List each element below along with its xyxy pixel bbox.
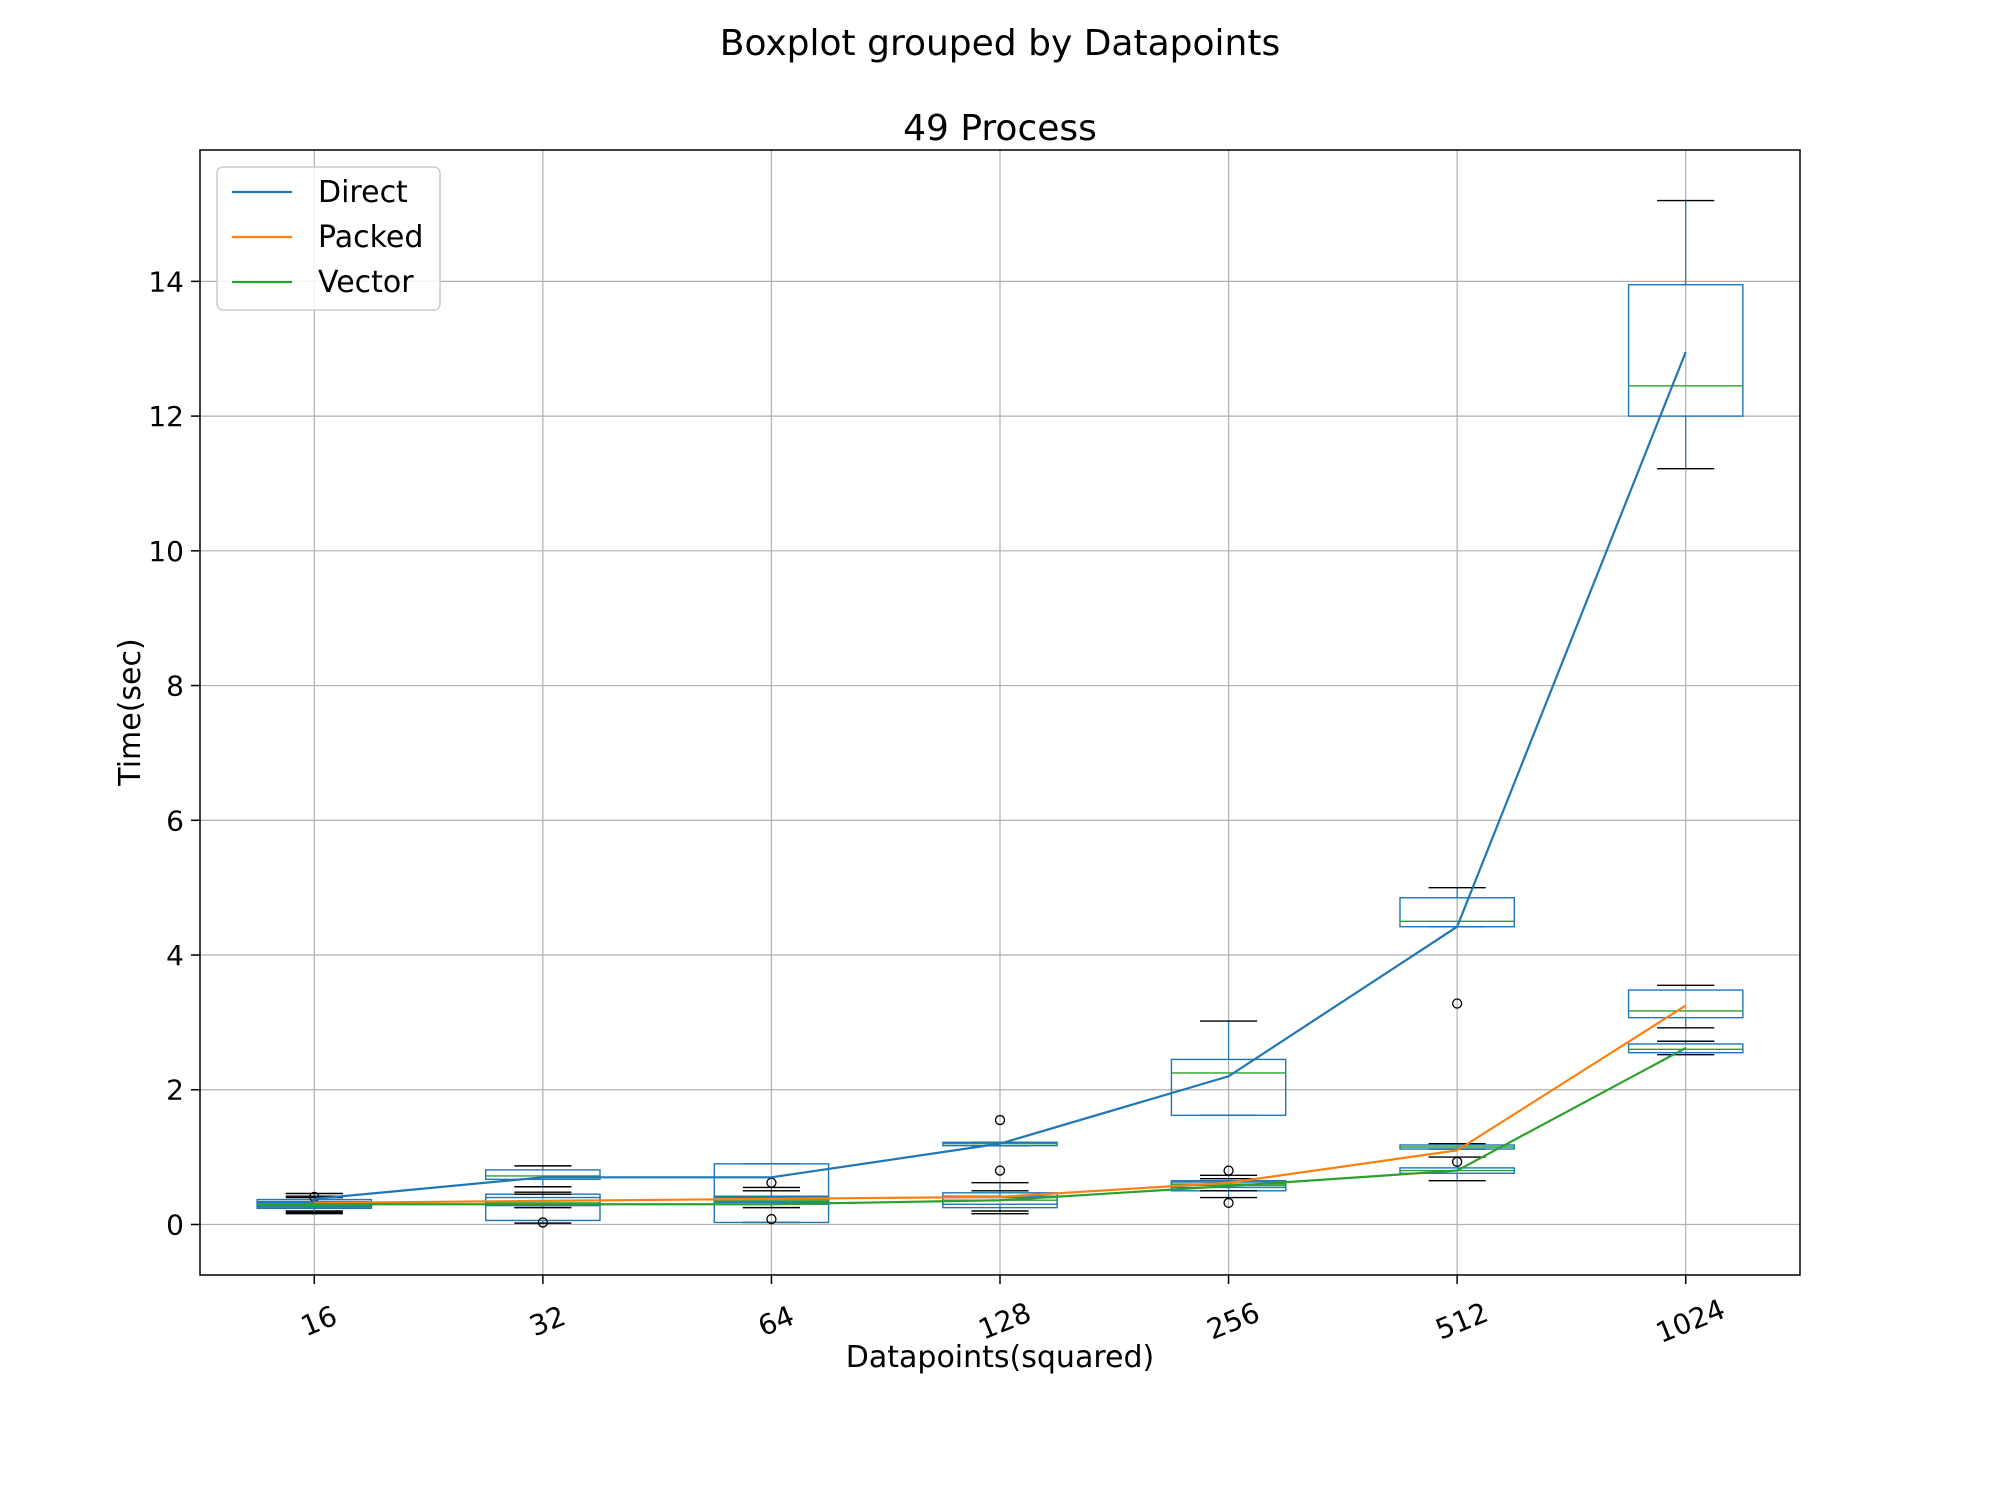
series-line-direct <box>314 351 1687 1200</box>
box-vector <box>1627 1040 1744 1056</box>
box-direct <box>1627 199 1744 470</box>
outlier-point <box>537 1217 549 1228</box>
outlier-point <box>994 1114 1006 1126</box>
x-axis-ticks: 16 32 64 128 256 512 1024 <box>296 1275 1730 1350</box>
x-tick-label: 128 <box>974 1296 1036 1347</box>
y-tick-label: 14 <box>148 265 184 298</box>
legend: Direct Packed Vector <box>216 166 441 311</box>
box-iqr <box>1627 284 1744 417</box>
outlier-point <box>1223 1165 1234 1176</box>
x-tick-label: 32 <box>525 1299 570 1343</box>
x-tick-label: 16 <box>296 1299 341 1343</box>
legend-label-direct: Direct <box>318 175 408 210</box>
axes-title: 49 Process <box>903 108 1097 149</box>
box-iqr <box>1627 1043 1744 1054</box>
x-tick-label: 512 <box>1431 1296 1493 1347</box>
x-tick-label: 64 <box>753 1299 798 1343</box>
grid-lines <box>200 150 1800 1275</box>
legend-label-packed: Packed <box>318 220 423 255</box>
y-tick-label: 12 <box>148 400 184 433</box>
legend-label-vector: Vector <box>318 265 414 300</box>
box-iqr <box>1627 989 1744 1019</box>
outlier-point <box>1451 998 1463 1009</box>
y-axis-label: Time(sec) <box>113 638 148 786</box>
legend-box <box>216 166 441 311</box>
y-tick-label: 0 <box>166 1208 184 1241</box>
x-axis-label: Datapoints(squared) <box>846 1340 1154 1375</box>
outlier-point <box>1223 1197 1234 1209</box>
box-packed <box>1399 1142 1515 1150</box>
series-line-vector <box>314 1047 1687 1206</box>
y-axis-ticks: 0 2 4 6 8 10 12 14 <box>148 265 200 1241</box>
outlier-point <box>1451 1156 1463 1167</box>
box-iqr <box>485 1169 601 1181</box>
box-direct <box>1170 1020 1287 1117</box>
y-tick-label: 4 <box>166 939 184 972</box>
box-direct <box>942 1114 1058 1176</box>
box-direct <box>485 1165 601 1188</box>
x-tick-label: 1024 <box>1651 1292 1729 1349</box>
x-tick-label: 256 <box>1202 1296 1264 1347</box>
box-packed <box>1627 984 1744 1029</box>
series-line-packed <box>314 1004 1687 1205</box>
box-iqr <box>713 1163 830 1224</box>
y-tick-label: 8 <box>166 670 184 703</box>
y-tick-label: 6 <box>166 804 184 837</box>
outlier-point <box>994 1165 1006 1176</box>
y-tick-label: 10 <box>148 535 184 568</box>
outlier-point <box>766 1213 777 1225</box>
figure-suptitle: Boxplot grouped by Datapoints <box>720 23 1280 64</box>
series-lines <box>314 351 1687 1206</box>
y-tick-label: 2 <box>166 1074 184 1107</box>
box-iqr <box>1170 1058 1287 1117</box>
